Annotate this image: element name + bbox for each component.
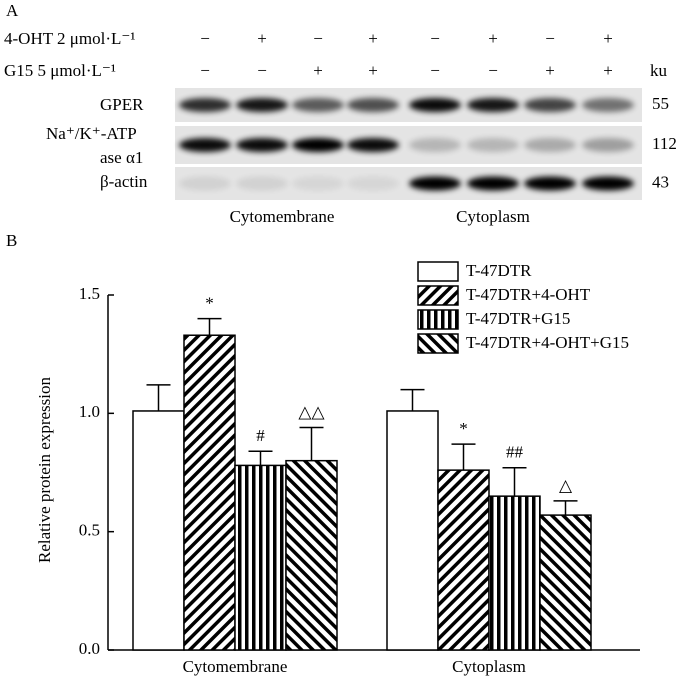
blot-band [524, 176, 576, 191]
panel-label: B [6, 231, 17, 250]
treatment-sign: − [257, 61, 267, 80]
y-axis-label: Relative protein expression [35, 377, 54, 564]
blot-band [292, 176, 344, 191]
row-label: β-actin [100, 172, 148, 191]
legend-label: T-47DTR+4-OHT [466, 285, 591, 304]
blot-band [292, 138, 344, 152]
significance-label: ## [506, 443, 524, 462]
blot-band [409, 176, 461, 191]
significance-label: △△ [298, 402, 325, 421]
western-blot: 4-OHT 2 μmol·L⁻¹ − + − + − + − + G15 5 μmol·L⁻¹ − −… [4, 29, 677, 226]
mw-label: 112 [652, 134, 677, 153]
treatment-sign: + [603, 29, 613, 48]
unit-label: ku [650, 61, 668, 80]
treatment-sign: + [545, 61, 555, 80]
blot-band [236, 176, 288, 191]
legend-swatch [417, 333, 459, 354]
treatment-sign: + [368, 61, 378, 80]
bar [132, 410, 185, 651]
treatment-sign: − [545, 29, 555, 48]
treatment-sign: + [257, 29, 267, 48]
bar [234, 464, 287, 651]
y-tick-label: 0.5 [79, 521, 100, 540]
row-label: Na⁺/K⁺-ATP ase α1 [46, 124, 143, 167]
blot-band [582, 138, 634, 152]
blot-band [524, 98, 576, 112]
treatment-sign: + [368, 29, 378, 48]
blot-band [409, 138, 461, 152]
treatment-sign: − [430, 29, 440, 48]
legend-swatch [417, 285, 459, 306]
blot-band [467, 176, 519, 191]
blot-band [179, 98, 231, 112]
blot-band [524, 138, 576, 152]
group-label: Cytoplasm [456, 207, 530, 226]
bar [386, 410, 439, 651]
bar [183, 334, 236, 651]
legend-label: T-47DTR [466, 261, 532, 280]
blot-band [236, 98, 288, 112]
blot-band [582, 176, 634, 191]
treatment-sign: − [200, 29, 210, 48]
treatment-sign: − [488, 61, 498, 80]
blot-band [292, 98, 344, 112]
legend-swatch [417, 309, 459, 330]
panel-label: A [6, 1, 19, 20]
significance-label: * [205, 294, 214, 313]
blot-band [179, 176, 231, 191]
bar [285, 459, 338, 651]
blot-band [347, 176, 399, 191]
blot-band [582, 98, 634, 112]
bar [539, 514, 592, 651]
legend-label: T-47DTR+G15 [466, 309, 570, 328]
y-tick-label: 1.0 [79, 402, 100, 421]
row-label-line: Na⁺/K⁺-ATP [46, 124, 137, 143]
blot-band [467, 98, 519, 112]
mw-label: 55 [652, 94, 669, 113]
significance-label: * [459, 419, 468, 438]
row-label: GPER [100, 95, 144, 114]
blot-band [347, 138, 399, 152]
significance-label: △ [559, 476, 573, 495]
bar [437, 469, 490, 651]
treatment-sign: − [313, 29, 323, 48]
treatment-sign: + [488, 29, 498, 48]
treatment-sign: + [313, 61, 323, 80]
mw-label: 43 [652, 172, 669, 191]
blot-band [409, 98, 461, 112]
blot-band [347, 98, 399, 112]
treatment-sign: − [430, 61, 440, 80]
blot-band [236, 138, 288, 152]
treatment-sign: − [200, 61, 210, 80]
legend-label: T-47DTR+4-OHT+G15 [466, 333, 629, 352]
x-tick-label: Cytomembrane [183, 657, 288, 676]
blot-band [179, 138, 231, 152]
treatment-label: 4-OHT 2 μmol·L⁻¹ [4, 29, 135, 48]
bar [488, 495, 541, 651]
blot-band [467, 138, 519, 152]
group-label: Cytomembrane [230, 207, 335, 226]
treatment-label: G15 5 μmol·L⁻¹ [4, 61, 116, 80]
treatment-sign: + [603, 61, 613, 80]
y-tick-label: 1.5 [79, 284, 100, 303]
legend-swatch [417, 261, 459, 282]
row-label-line: ase α1 [100, 148, 143, 167]
x-tick-label: Cytoplasm [452, 657, 526, 676]
y-tick-label: 0.0 [79, 639, 100, 658]
bar-chart: 0.0 0.5 1.0 1.5 Relative protein expression C… [35, 261, 640, 676]
significance-label: # [256, 426, 265, 445]
